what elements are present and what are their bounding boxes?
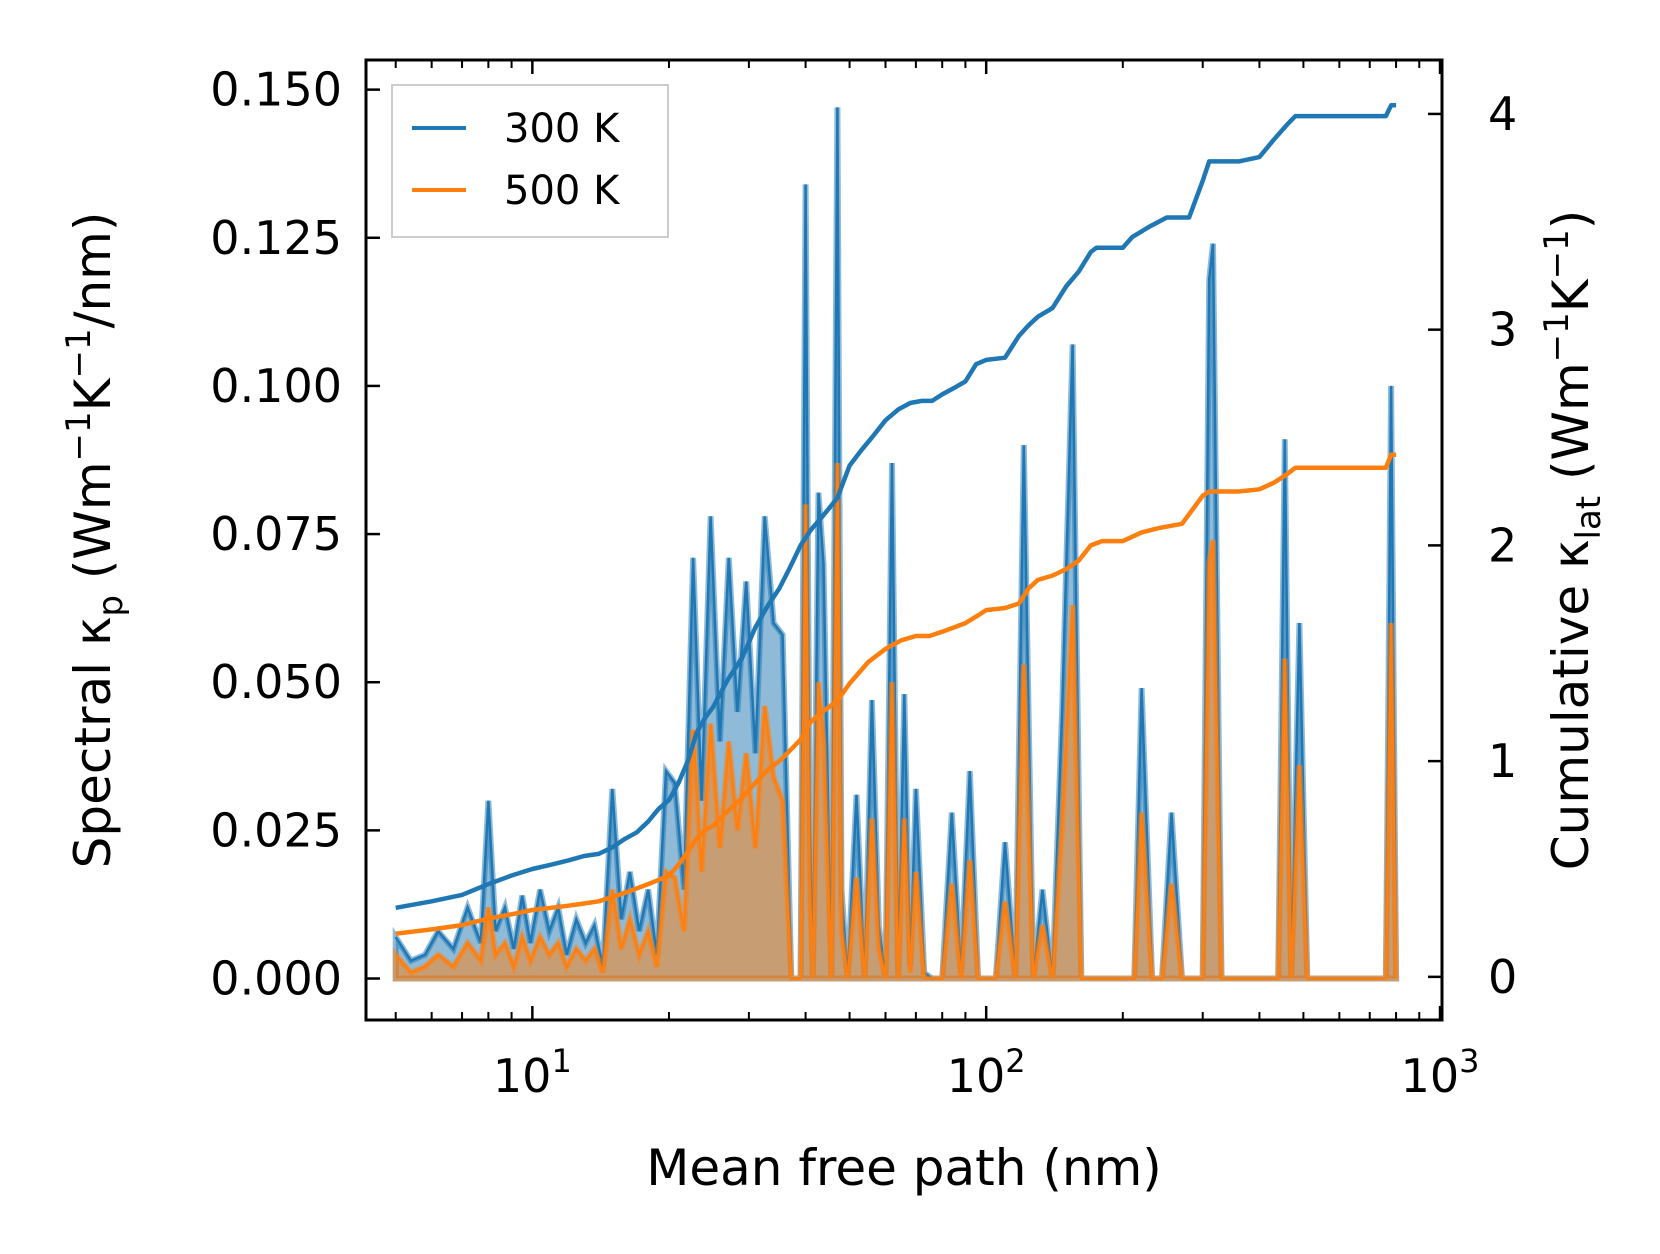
cumulative-line-300k (395, 103, 1397, 911)
cumulative-line-500k (395, 452, 1397, 936)
right-y-tick-label: 1 (1488, 734, 1517, 788)
x-tick-label: 103 (1401, 1042, 1480, 1103)
right-y-tick-label: 4 (1488, 87, 1517, 141)
legend-label-500k: 500 K (504, 168, 621, 214)
x-tick-label: 101 (493, 1042, 572, 1103)
legend-label-300k: 300 K (504, 106, 621, 152)
legend-box (391, 84, 669, 238)
x-axis-label: Mean free path (nm) (646, 1139, 1162, 1197)
left-y-tick-label: 0.150 (210, 63, 342, 117)
left-y-tick-label: 0.025 (210, 803, 342, 857)
left-y-tick-label: 0.050 (210, 655, 342, 709)
left-y-tick-label: 0.000 (210, 952, 342, 1006)
plot-marks (392, 103, 1400, 982)
axis-ticks: 0.000 0.025 0.050 0.075 0.100 0.125 0.150 0 1 2 3 4… (210, 60, 1517, 1103)
left-y-tick-label: 0.075 (210, 507, 342, 561)
left-y-axis-label: Spectral κp (Wm−1K−1/nm) (59, 212, 131, 869)
right-y-axis-label: Cumulative κlat (Wm−1K−1) (1537, 210, 1609, 870)
legend: 300 K 500 K (391, 84, 669, 238)
plot-frame (364, 58, 1444, 1022)
right-y-tick-label: 0 (1488, 950, 1517, 1004)
left-y-tick-label: 0.125 (210, 211, 342, 265)
left-y-tick-label: 0.100 (210, 359, 342, 413)
x-tick-label: 102 (947, 1042, 1026, 1103)
spectral-line-500k (394, 462, 1398, 980)
right-y-tick-label: 2 (1488, 518, 1517, 572)
right-y-tick-label: 3 (1488, 303, 1517, 357)
